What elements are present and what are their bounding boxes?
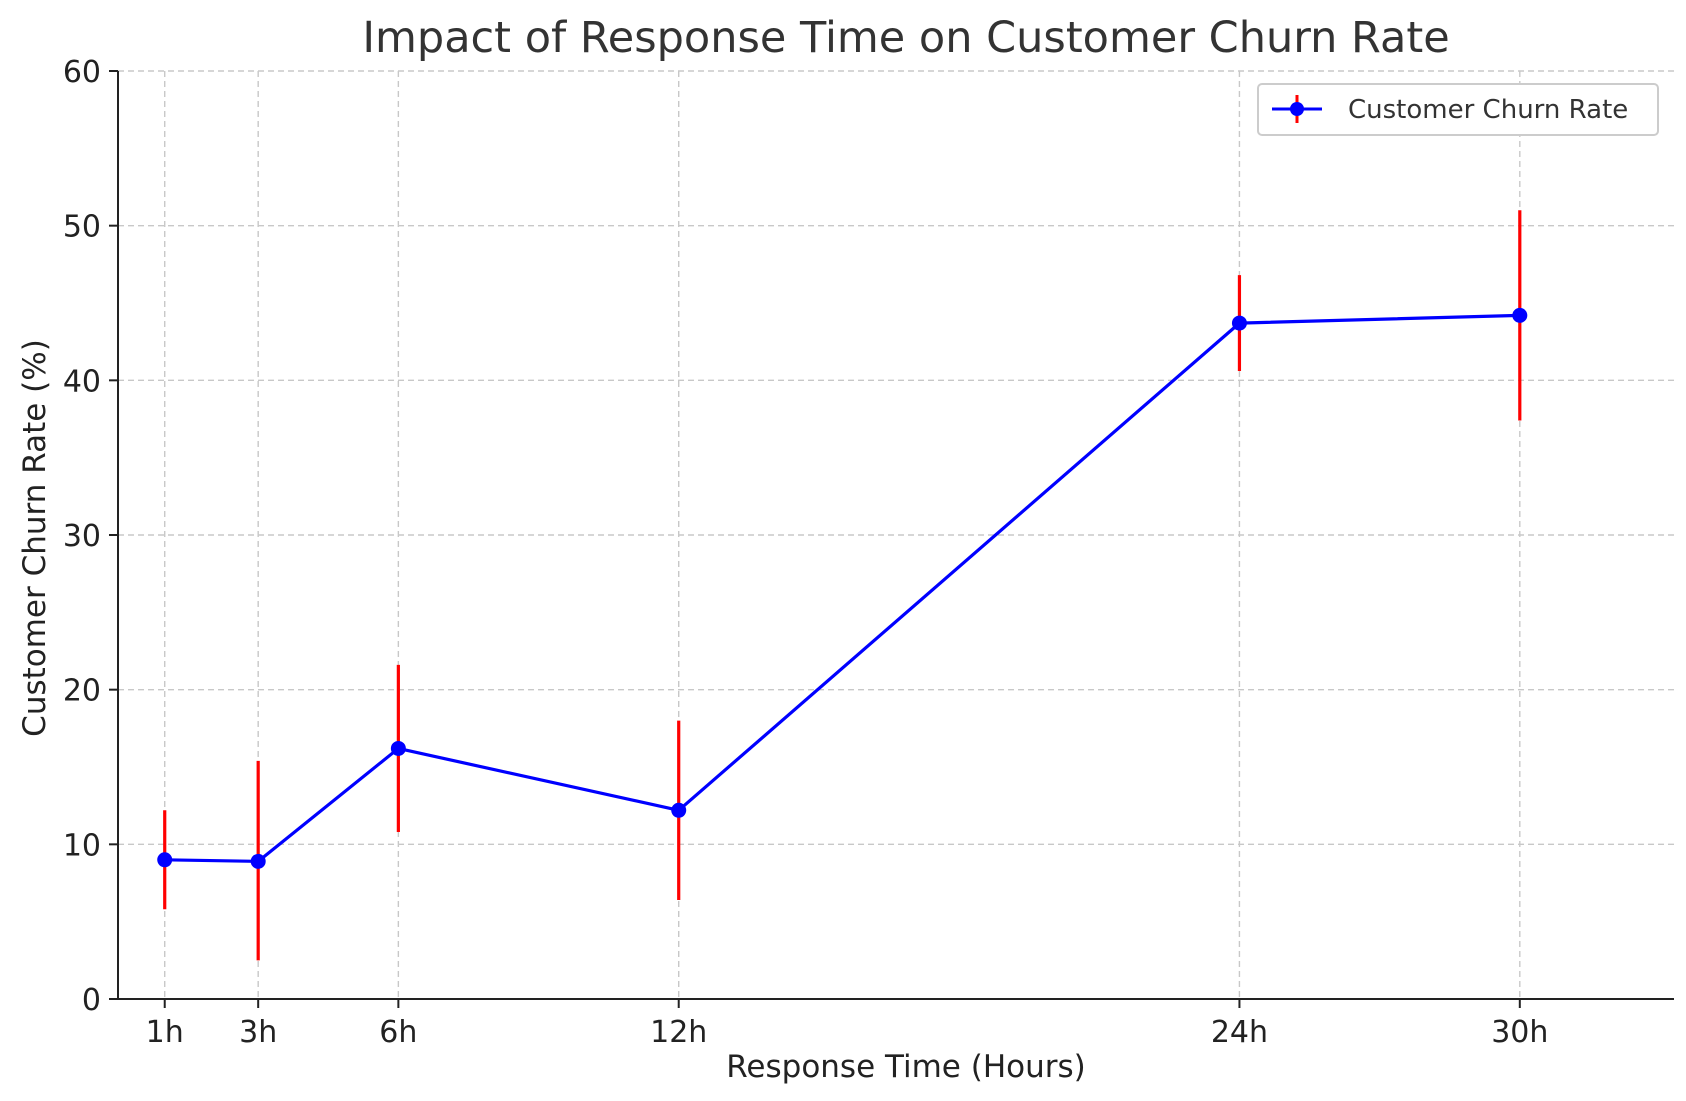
data-point [671, 802, 687, 818]
data-line [163, 313, 1522, 863]
y-tick-label: 40 [63, 364, 101, 399]
legend: Customer Churn Rate [1257, 83, 1659, 136]
y-tick-label: 60 [63, 55, 101, 90]
point-layer [157, 307, 1528, 869]
y-axis-label: Customer Churn Rate (%) [17, 339, 53, 737]
data-point [250, 853, 266, 869]
ticks-layer: 0 10 20 30 40 50 60 1h 3h 6h 12h 24h 30h [63, 55, 1549, 1050]
legend-label: Customer Churn Rate [1348, 95, 1628, 125]
data-point [390, 740, 406, 756]
x-tick-label: 3h [239, 1015, 277, 1050]
chart-title: Impact of Response Time on Customer Chur… [362, 13, 1449, 63]
x-tick-label: 30h [1491, 1015, 1548, 1050]
y-tick-label: 10 [63, 828, 101, 863]
y-tick-label: 0 [82, 983, 101, 1018]
errorbar-layer [163, 210, 1522, 961]
data-point [1512, 307, 1528, 323]
data-point [1231, 315, 1247, 331]
data-point [157, 852, 173, 868]
legend-point-marker [1290, 102, 1304, 116]
x-tick-label: 1h [146, 1015, 184, 1050]
y-tick-label: 50 [63, 210, 101, 245]
line-layer [163, 313, 1522, 863]
x-axis-label: Response Time (Hours) [726, 1049, 1085, 1085]
y-tick-label: 30 [63, 519, 101, 554]
x-tick-label: 6h [379, 1015, 417, 1050]
y-tick-label: 20 [63, 674, 101, 709]
x-tick-label: 12h [650, 1015, 707, 1050]
x-tick-label: 24h [1211, 1015, 1268, 1050]
grid-layer [118, 70, 1674, 1000]
legend-box [1257, 83, 1659, 136]
